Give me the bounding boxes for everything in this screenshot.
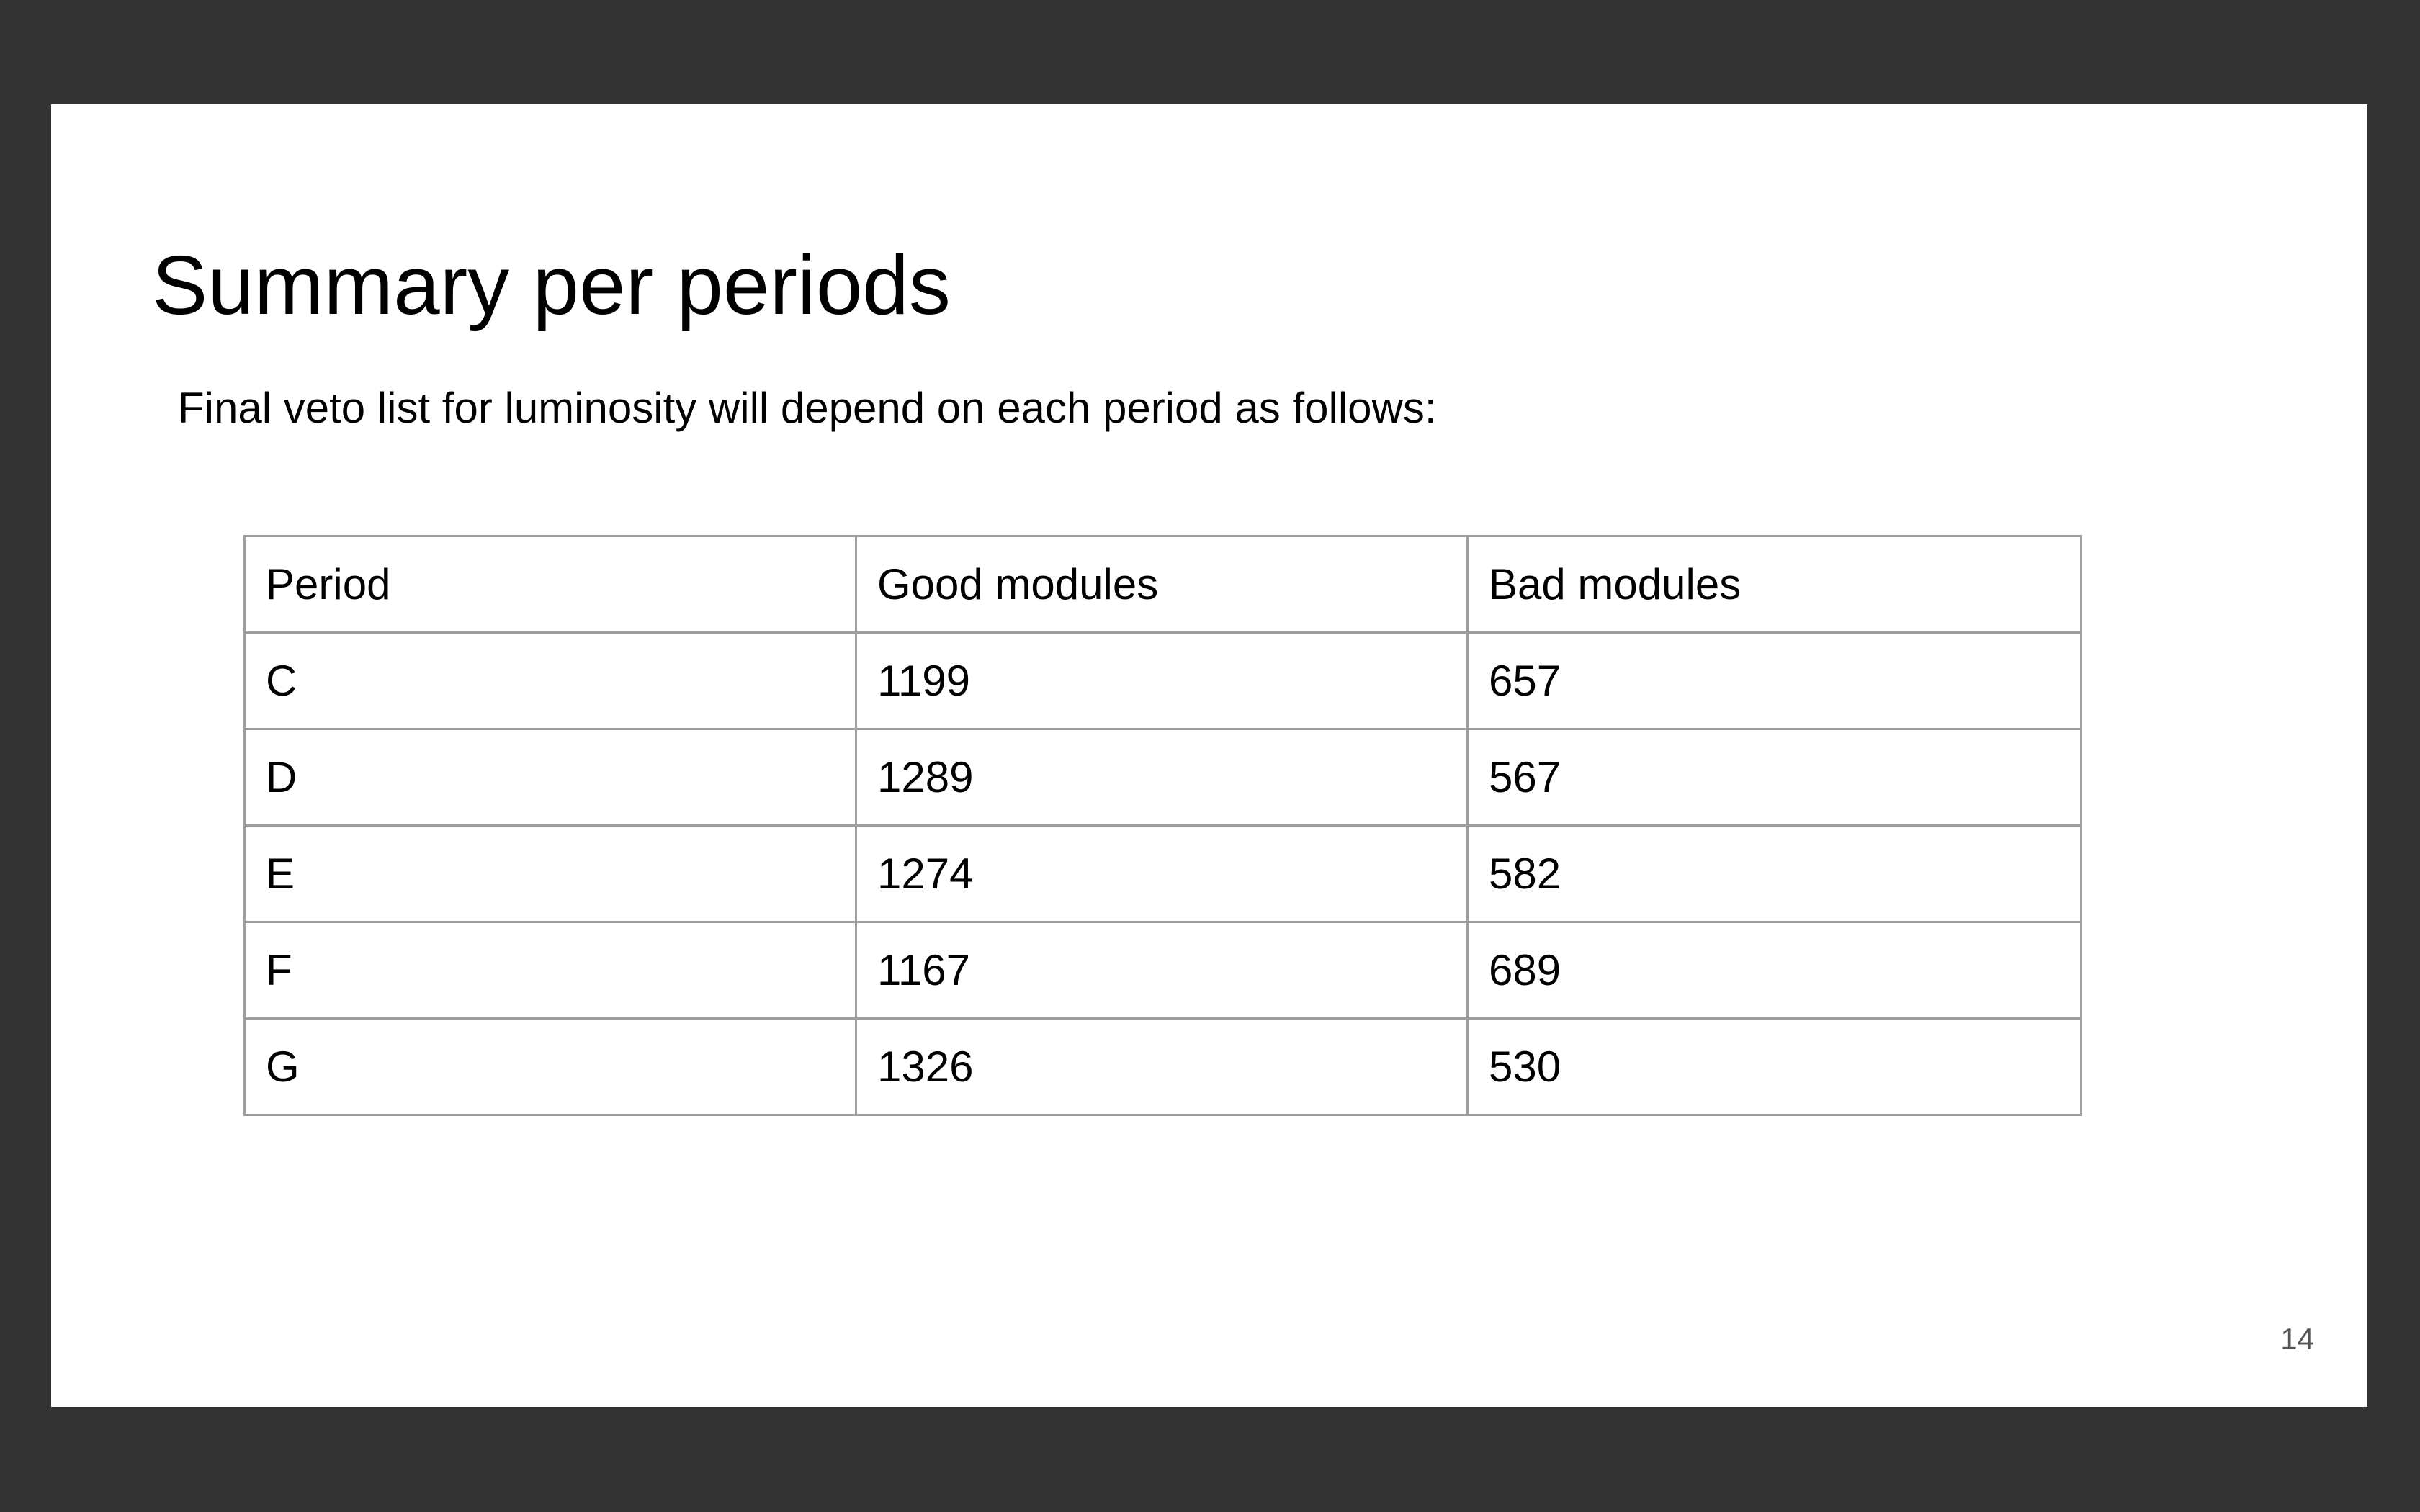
cell-good-modules: 1274 [855,824,1469,923]
cell-period: E [243,824,857,923]
table-row: E 1274 582 [243,824,2082,923]
cell-period: D [243,728,857,827]
slide-title: Summary per periods [152,238,951,332]
cell-bad-modules: 689 [1466,921,2082,1020]
header-good-modules: Good modules [855,535,1469,634]
summary-table: Period Good modules Bad modules C 1199 6… [243,535,2082,1116]
table-header-row: Period Good modules Bad modules [243,535,2082,634]
table-row: G 1326 530 [243,1017,2082,1116]
cell-bad-modules: 567 [1466,728,2082,827]
cell-period: F [243,921,857,1020]
slide: Summary per periods Final veto list for … [51,104,2367,1407]
cell-good-modules: 1289 [855,728,1469,827]
cell-bad-modules: 530 [1466,1017,2082,1116]
table-row: D 1289 567 [243,728,2082,827]
slide-subtitle: Final veto list for luminosity will depe… [178,384,1437,432]
cell-good-modules: 1199 [855,631,1469,730]
cell-good-modules: 1167 [855,921,1469,1020]
header-period: Period [243,535,857,634]
cell-good-modules: 1326 [855,1017,1469,1116]
header-bad-modules: Bad modules [1466,535,2082,634]
cell-bad-modules: 657 [1466,631,2082,730]
cell-bad-modules: 582 [1466,824,2082,923]
page-number: 14 [2280,1322,2314,1356]
cell-period: C [243,631,857,730]
table-row: F 1167 689 [243,921,2082,1020]
cell-period: G [243,1017,857,1116]
table-row: C 1199 657 [243,631,2082,730]
